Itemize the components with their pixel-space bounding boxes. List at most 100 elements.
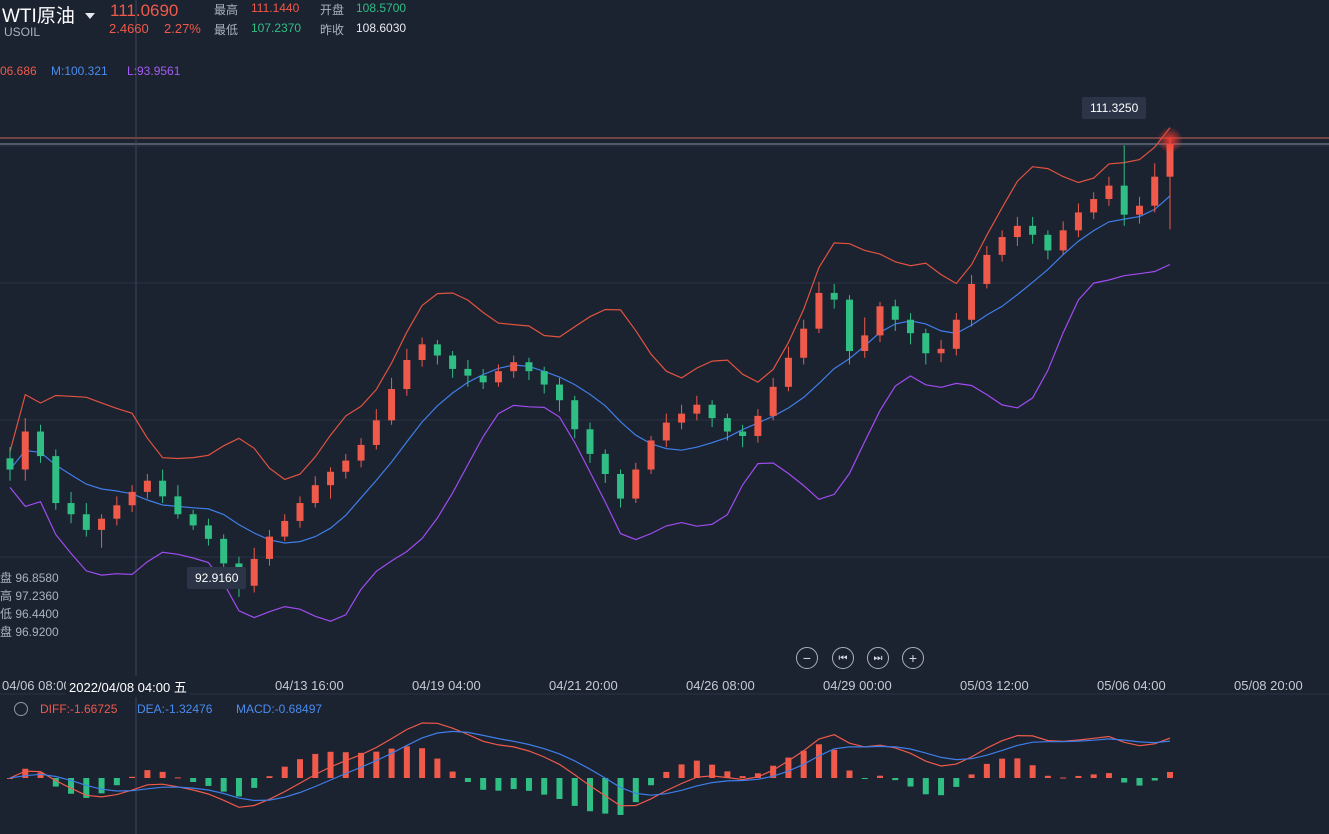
macd-histogram-bar — [449, 771, 456, 778]
macd-histogram-bar — [892, 778, 899, 781]
macd-histogram-bar — [52, 778, 59, 787]
macd-histogram-bar — [297, 759, 303, 778]
grid-lines — [0, 145, 1329, 695]
macd-histogram-bar — [953, 778, 960, 787]
candle-body — [449, 355, 457, 369]
x-axis-label: 05/03 12:00 — [960, 678, 1029, 693]
x-axis-label: 04/26 08:00 — [686, 678, 755, 693]
macd-histogram-bar — [113, 778, 120, 786]
boll-lower-line — [9, 263, 1171, 622]
candle-body — [479, 375, 487, 383]
macd-histogram-bar — [83, 778, 90, 798]
macd-histogram-bar — [464, 778, 471, 783]
hover-low: 低 96.4400 — [0, 607, 59, 621]
price-change-percent: 2.27% — [164, 21, 201, 36]
macd-histogram-bar — [877, 775, 883, 778]
open-value: 108.5700 — [356, 1, 407, 15]
zoom-in-button[interactable]: + — [902, 647, 924, 669]
candle-body — [98, 518, 106, 530]
candle-body — [464, 368, 472, 376]
candle-body — [662, 422, 670, 441]
macd-histogram-bar — [495, 778, 502, 791]
candle-body — [540, 371, 548, 385]
macd-histogram-bar — [388, 748, 395, 778]
macd-histogram-bar — [281, 766, 288, 778]
boll-upper-line — [9, 127, 1171, 481]
x-axis-label: 05/08 20:00 — [1234, 678, 1303, 693]
candle-body — [128, 491, 136, 506]
macd-histogram-bar — [1167, 771, 1173, 778]
candle-body — [998, 237, 1006, 255]
hover-high: 高 97.2360 — [0, 589, 59, 603]
candle-body — [617, 473, 625, 499]
candle-body — [433, 344, 441, 356]
candle-body — [220, 538, 228, 564]
min-price-tag: 92.9160 — [187, 567, 247, 589]
settings-gear-icon[interactable] — [14, 702, 28, 716]
candle-body — [1090, 199, 1098, 213]
candle-body — [1029, 225, 1037, 235]
zoom-out-button[interactable]: − — [796, 647, 818, 669]
x-axis-label: 04/29 00:00 — [823, 678, 892, 693]
macd-histogram-bar — [342, 752, 349, 778]
x-axis-label: 05/06 04:00 — [1097, 678, 1166, 693]
macd-histogram-bar — [754, 773, 761, 778]
candle-body — [1044, 234, 1052, 251]
candle-body — [67, 503, 75, 515]
macd-histogram-bar — [22, 768, 29, 778]
candle-body — [708, 404, 716, 419]
candle-body — [937, 348, 945, 354]
candle-body — [861, 335, 869, 352]
candle-body — [113, 505, 121, 519]
macd-histogram-bar — [1029, 765, 1036, 778]
hover-close: 盘 96.9200 — [0, 625, 59, 639]
macd-histogram-bar — [144, 770, 151, 778]
candle-body — [983, 254, 991, 284]
scroll-start-button[interactable]: ⏮ — [832, 647, 854, 669]
candle-body — [510, 362, 518, 372]
candle-body — [311, 485, 319, 504]
macd-histogram-bar — [663, 771, 670, 778]
candle-body — [1105, 185, 1113, 200]
candle-body — [907, 319, 915, 334]
macd-histogram-bar — [235, 778, 242, 797]
scroll-end-button[interactable]: ⏭ — [867, 647, 889, 669]
open-label: 开盘 — [320, 3, 345, 17]
candle-body — [723, 418, 731, 432]
macd-histogram-bar — [98, 778, 105, 794]
macd-histogram-bar — [1090, 774, 1097, 778]
macd-histogram-bar — [419, 748, 426, 778]
candle-body — [525, 362, 533, 372]
candle-body — [632, 469, 640, 499]
macd-value: MACD:-0.68497 — [236, 702, 323, 716]
macd-histogram-bar — [648, 778, 655, 786]
macd-histogram-bar — [571, 778, 578, 806]
candle-body — [922, 333, 930, 354]
macd-dea-value: DEA:-1.32476 — [137, 702, 213, 716]
macd-histogram-bar — [434, 758, 441, 778]
macd-histogram-bar — [68, 778, 75, 794]
macd-histogram-bar — [861, 778, 868, 779]
boll-mid-line — [9, 195, 1171, 544]
instrument-title[interactable]: WTI原油 — [2, 1, 95, 28]
macd-histogram-bar — [785, 757, 792, 778]
dropdown-caret-icon[interactable] — [84, 12, 95, 19]
hover-open: 盘 96.8580 — [0, 571, 59, 585]
candle-body — [1013, 225, 1021, 238]
macd-histogram-bar — [938, 778, 945, 796]
crosshair-date-label: 2022/04/08 04:00 五 — [66, 676, 190, 697]
candle-body — [571, 400, 579, 430]
candle-body — [845, 299, 853, 352]
macd-histogram-bar — [922, 778, 929, 795]
macd-histogram-bar — [999, 758, 1006, 778]
x-axis-label: 04/21 20:00 — [549, 678, 618, 693]
candle-body — [37, 431, 45, 457]
prev-close-value: 108.6030 — [356, 21, 407, 35]
macd-diff-value: DIFF:-1.66725 — [40, 702, 118, 716]
macd-histogram-bar — [205, 778, 212, 786]
x-axis-label: 04/06 08:00 — [2, 678, 71, 693]
macd-histogram-bar — [1075, 775, 1082, 778]
candle-body — [418, 344, 426, 360]
candle-body — [1166, 143, 1174, 177]
